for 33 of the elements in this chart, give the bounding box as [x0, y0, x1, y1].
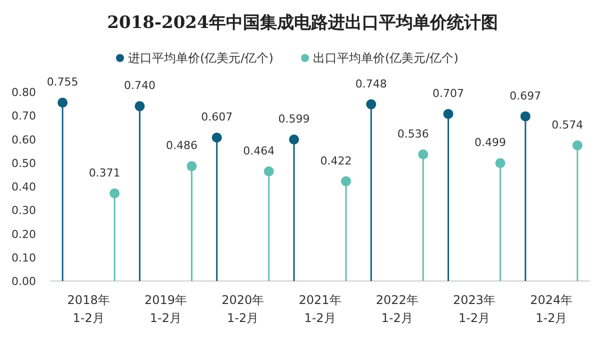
data-label: 0.536 [397, 127, 429, 140]
legend-label: 出口平均单价(亿美元/亿个) [313, 51, 458, 65]
y-tick-label: 0.40 [12, 180, 36, 194]
data-label: 0.707 [432, 86, 464, 100]
data-label: 0.740 [124, 79, 156, 92]
legend-label: 进口平均单价(亿美元/亿个) [128, 51, 274, 65]
chart-title: 2018-2024年中国集成电路进出口平均单价统计图 [107, 13, 498, 33]
data-label: 0.607 [201, 110, 233, 124]
data-label: 0.599 [278, 112, 310, 126]
data-label: 0.464 [243, 144, 275, 158]
y-tick-label: 0.30 [12, 204, 36, 218]
data-label: 0.748 [355, 77, 387, 90]
x-tick-label: 2022年 1-2月 [376, 293, 418, 325]
data-label: 0.755 [46, 76, 78, 89]
y-tick-label: 0.50 [12, 156, 36, 170]
y-tick-label: 0.60 [12, 133, 36, 146]
y-tick-label: 0.00 [12, 275, 36, 288]
y-tick-label: 0.20 [12, 228, 36, 241]
y-tick-label: 0.10 [12, 251, 36, 264]
y-tick-label: 0.70 [12, 110, 36, 123]
x-tick-label: 2024年 1-2月 [530, 293, 573, 325]
x-tick-label: 2023年 1-2月 [453, 293, 496, 325]
data-label: 0.486 [166, 139, 198, 152]
data-label: 0.422 [320, 154, 352, 168]
x-tick-label: 2018年 1-2月 [67, 293, 110, 325]
data-label: 0.574 [552, 118, 584, 132]
x-tick-label: 2020年 1-2月 [222, 293, 264, 325]
x-tick-label: 2019年 1-2月 [144, 293, 187, 325]
data-label: 0.697 [510, 89, 542, 102]
y-tick-label: 0.80 [12, 86, 36, 99]
x-tick-label: 2021年 1-2月 [298, 293, 342, 325]
data-label: 0.499 [474, 136, 506, 150]
data-label: 0.371 [88, 166, 120, 180]
